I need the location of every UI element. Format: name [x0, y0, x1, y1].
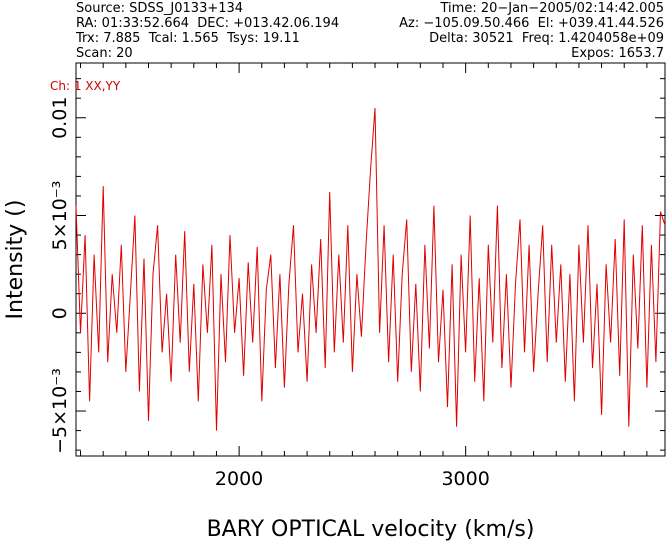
y-tick-label: −5×10⁻³ — [49, 368, 71, 454]
radec-label: RA: 01:33:52.664 DEC: +013.42.06.194 — [76, 16, 340, 31]
time-label: Time: 20−Jan−2005/02:14:42.005 — [440, 1, 665, 16]
scan-label: Scan: 20 — [76, 46, 133, 61]
x-axis-title: BARY OPTICAL velocity (km/s) — [207, 517, 535, 542]
source-label: Source: SDSS_J0133+134 — [76, 1, 244, 16]
y-axis: −5×10⁻³ 0 5×10⁻³ 0.01 — [49, 78, 665, 454]
expos-label: Expos: 1653.7 — [571, 46, 664, 61]
x-axis: 2000 3000 — [80, 63, 648, 490]
azel-label: Az: −105.09.50.466 El: +039.41.44.526 — [399, 16, 664, 31]
x-tick-label: 3000 — [441, 468, 489, 490]
y-tick-label: 0 — [49, 307, 71, 319]
plot-frame — [75, 62, 666, 457]
y-tick-label: 0.01 — [49, 97, 71, 139]
trx-label: Trx: 7.885 Tcal: 1.565 Tsys: 19.11 — [76, 31, 300, 46]
spectrum-trace — [75, 107, 666, 431]
channel-label: Ch: 1 XX,YY — [50, 79, 121, 93]
y-axis-title: Intensity () — [3, 200, 28, 320]
delta-freq-label: Delta: 30521 Freq: 1.4204058e+09 — [429, 31, 664, 46]
y-tick-label: 5×10⁻³ — [49, 181, 71, 251]
x-tick-label: 2000 — [215, 468, 263, 490]
